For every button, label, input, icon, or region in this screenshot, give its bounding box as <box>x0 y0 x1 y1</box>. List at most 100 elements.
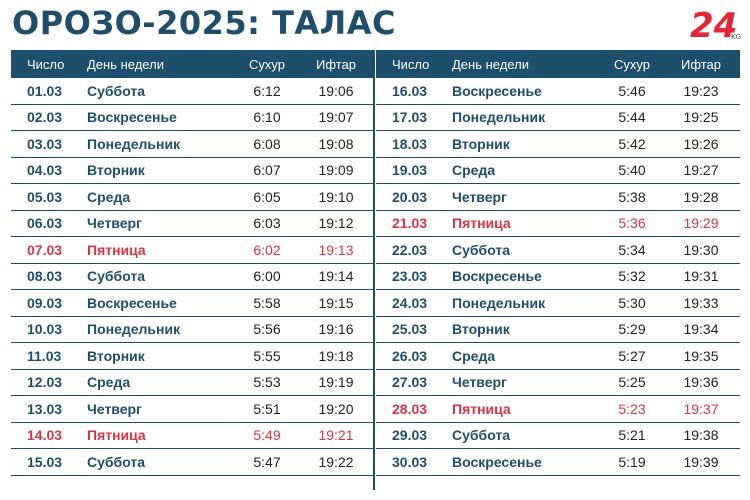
table-row: 27.03 Четверг 5:25 19:36 <box>376 370 740 396</box>
cell-date: 15.03 <box>27 453 63 470</box>
table-row: 13.03 Четверг 5:51 19:20 <box>11 396 375 423</box>
cell-date: 30.03 <box>392 453 428 470</box>
cell-iftar: 19:18 <box>318 347 354 364</box>
cell-suhur: 5:58 <box>253 294 281 311</box>
page-title: ОРОЗО-2025: ТАЛАС <box>12 4 396 42</box>
cell-date: 20.03 <box>392 188 428 205</box>
table-row: 22.03 Суббота 5:34 19:30 <box>376 237 740 264</box>
cell-day: Воскресенье <box>452 453 542 470</box>
cell-day: Четверг <box>452 374 507 391</box>
cell-suhur: 5:51 <box>253 400 281 417</box>
header-iftar: Ифтар <box>680 56 722 72</box>
cell-suhur: 5:36 <box>618 215 646 232</box>
cell-day: Пятница <box>452 400 511 417</box>
table-row: 12.03 Среда 5:53 19:19 <box>11 370 375 396</box>
cell-date: 16.03 <box>392 82 428 99</box>
table-row: 23.03 Воскресенье 5:32 19:31 <box>376 264 740 290</box>
table-row: 18.03 Вторник 5:42 19:26 <box>376 131 740 158</box>
cell-date: 08.03 <box>27 268 63 285</box>
cell-iftar: 19:30 <box>683 241 719 258</box>
cell-iftar: 19:26 <box>683 135 719 152</box>
cell-date: 21.03 <box>392 215 428 232</box>
cell-suhur: 5:47 <box>253 453 281 470</box>
cell-day: Среда <box>452 347 496 364</box>
cell-day: Пятница <box>452 215 511 232</box>
column-divider <box>373 50 375 490</box>
header-iftar: Ифтар <box>315 56 357 72</box>
cell-date: 02.03 <box>27 109 63 126</box>
cell-iftar: 19:14 <box>318 268 354 285</box>
cell-date: 28.03 <box>392 400 428 417</box>
cell-iftar: 19:19 <box>318 374 354 391</box>
cell-suhur: 5:40 <box>618 162 646 179</box>
cell-day: Вторник <box>87 347 145 364</box>
cell-date: 14.03 <box>27 427 63 444</box>
cell-day: Суббота <box>87 268 146 285</box>
header-suhur: Сухур <box>249 56 285 72</box>
table-row: 29.03 Суббота 5:21 19:38 <box>376 423 740 449</box>
logo-main-text: 24 <box>690 6 737 42</box>
cell-iftar: 19:36 <box>683 374 719 391</box>
cell-day: Воскресенье <box>87 294 177 311</box>
cell-date: 11.03 <box>27 347 62 364</box>
cell-suhur: 6:07 <box>253 162 281 179</box>
cell-date: 13.03 <box>27 400 63 417</box>
table-body: 16.03 Воскресенье 5:46 19:23 17.03 Понедельни… <box>376 78 740 476</box>
cell-suhur: 6:03 <box>253 215 281 232</box>
cell-suhur: 5:23 <box>618 400 646 417</box>
cell-iftar: 19:21 <box>318 427 354 444</box>
table-row: 11.03 Вторник 5:55 19:18 <box>11 343 375 370</box>
cell-suhur: 5:21 <box>618 427 646 444</box>
cell-date: 24.03 <box>392 294 428 311</box>
table-row: 17.03 Понедельник 5:44 19:25 <box>376 105 740 131</box>
table-row: 06.03 Четверг 6:03 19:12 <box>11 211 375 237</box>
cell-day: Понедельник <box>87 135 181 152</box>
cell-iftar: 19:22 <box>318 453 354 470</box>
cell-iftar: 19:07 <box>318 109 354 126</box>
cell-date: 27.03 <box>392 374 428 391</box>
table-row: 03.03 Понедельник 6:08 19:08 <box>11 131 375 158</box>
table-row: 15.03 Суббота 5:47 19:22 <box>11 449 375 476</box>
cell-iftar: 19:33 <box>683 294 719 311</box>
cell-date: 18.03 <box>392 135 428 152</box>
cell-date: 01.03 <box>27 82 63 99</box>
cell-day: Воскресенье <box>452 268 542 285</box>
table-header: Число День недели Сухур Ифтар <box>376 50 740 78</box>
table-row: 07.03 Пятница 6:02 19:13 <box>11 237 375 264</box>
cell-iftar: 19:25 <box>683 109 719 126</box>
cell-day: Вторник <box>452 135 510 152</box>
cell-suhur: 5:42 <box>618 135 646 152</box>
cell-date: 06.03 <box>27 215 63 232</box>
cell-date: 22.03 <box>392 241 428 258</box>
table-row: 30.03 Воскресенье 5:19 19:39 <box>376 449 740 476</box>
cell-suhur: 5:30 <box>618 294 646 311</box>
table-row: 09.03 Воскресенье 5:58 19:15 <box>11 290 375 317</box>
cell-day: Четверг <box>87 215 142 232</box>
cell-day: Четверг <box>452 188 507 205</box>
logo-sub-text: KG <box>731 33 741 41</box>
cell-iftar: 19:09 <box>318 162 354 179</box>
cell-day: Понедельник <box>452 294 546 311</box>
header-date: Число <box>27 56 65 72</box>
cell-date: 23.03 <box>392 268 428 285</box>
cell-day: Понедельник <box>87 321 181 338</box>
cell-day: Среда <box>87 374 131 391</box>
cell-day: Суббота <box>452 427 511 444</box>
cell-iftar: 19:38 <box>683 427 719 444</box>
cell-suhur: 6:00 <box>253 268 281 285</box>
cell-day: Суббота <box>87 453 146 470</box>
cell-suhur: 6:05 <box>253 188 281 205</box>
cell-suhur: 5:38 <box>618 188 646 205</box>
cell-day: Вторник <box>452 321 510 338</box>
cell-suhur: 5:56 <box>253 321 281 338</box>
cell-iftar: 19:13 <box>318 241 354 258</box>
table-row: 08.03 Суббота 6:00 19:14 <box>11 264 375 290</box>
cell-date: 03.03 <box>27 135 63 152</box>
table-row: 28.03 Пятница 5:23 19:37 <box>376 396 740 423</box>
cell-day: Пятница <box>87 427 146 444</box>
cell-suhur: 5:19 <box>618 453 646 470</box>
cell-suhur: 5:53 <box>253 374 281 391</box>
cell-day: Понедельник <box>452 109 546 126</box>
cell-suhur: 5:46 <box>618 82 646 99</box>
table-row: 16.03 Воскресенье 5:46 19:23 <box>376 78 740 105</box>
